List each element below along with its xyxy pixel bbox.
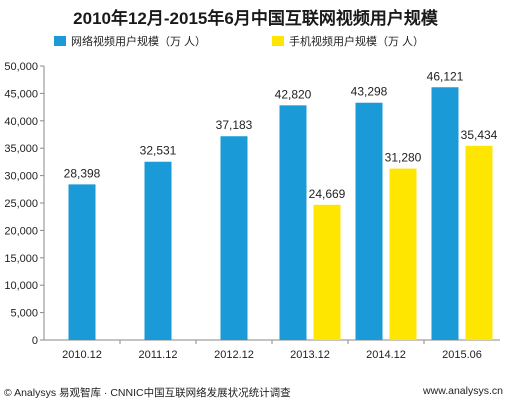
bar-mobile-video-users	[465, 145, 493, 340]
legend-swatch-mobile-video-users	[272, 36, 284, 46]
x-tick-label: 2011.12	[139, 349, 178, 361]
y-tick-label: 45,000	[4, 88, 38, 100]
x-tick-label: 2015.06	[442, 349, 482, 361]
bar-video-users	[431, 87, 459, 340]
bar-video-users	[355, 102, 383, 340]
website-url: www.analysys.cn	[423, 385, 503, 397]
legend-label-mobile-video-users: 手机视频用户规模（万 人）	[289, 34, 424, 48]
legend-label-video-users: 网络视频用户规模（万 人）	[71, 34, 206, 48]
y-tick-label: 40,000	[4, 116, 38, 128]
data-label-video-users: 37,183	[216, 118, 253, 132]
y-tick-label: 15,000	[4, 253, 38, 265]
data-label-video-users: 42,820	[275, 87, 312, 101]
y-tick-label: 10,000	[4, 280, 38, 292]
x-tick-label: 2010.12	[62, 349, 102, 361]
y-tick-label: 0	[32, 335, 38, 347]
y-tick-label: 20,000	[4, 225, 38, 237]
chart-title: 2010年12月-2015年6月中国互联网视频用户规模	[73, 9, 438, 28]
legend-swatch-video-users	[54, 36, 66, 46]
data-label-video-users: 28,398	[64, 166, 101, 180]
y-tick-label: 30,000	[4, 171, 38, 183]
data-label-video-users: 46,121	[427, 69, 464, 83]
data-label-mobile-video-users: 35,434	[461, 128, 498, 142]
y-tick-label: 25,000	[4, 198, 38, 210]
y-tick-label: 50,000	[4, 61, 38, 73]
data-label-mobile-video-users: 24,669	[309, 187, 346, 201]
bar-video-users	[220, 136, 248, 340]
bar-video-users	[279, 105, 307, 340]
data-label-mobile-video-users: 31,280	[385, 151, 422, 165]
data-label-video-users: 32,531	[140, 144, 177, 158]
x-tick-label: 2012.12	[214, 349, 254, 361]
data-label-video-users: 43,298	[351, 85, 388, 99]
bar-mobile-video-users	[313, 204, 341, 340]
bar-video-users	[68, 184, 96, 340]
y-tick-label: 35,000	[4, 143, 38, 155]
x-tick-label: 2014.12	[366, 349, 406, 361]
x-tick-label: 2013.12	[290, 349, 330, 361]
source-note: © Analysys 易观智库 · CNNIC中国互联网络发展状况统计调查	[4, 387, 291, 399]
y-tick-label: 5,000	[10, 308, 38, 320]
bar-mobile-video-users	[389, 168, 417, 340]
bar-video-users	[144, 161, 172, 340]
